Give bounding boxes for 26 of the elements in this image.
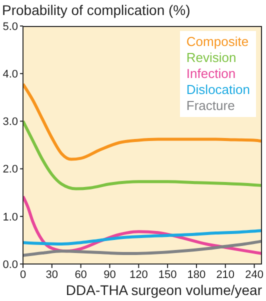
x-tick-label: 120 xyxy=(129,268,148,281)
text: Revision xyxy=(186,50,238,66)
x-axis-title: DDA-THA surgeon volume/year xyxy=(66,282,262,298)
y-tick-label: 2.0 xyxy=(2,164,18,176)
line-series xyxy=(23,82,262,161)
text: Composite xyxy=(186,34,250,50)
y-tick-label: 1.0 xyxy=(2,211,18,224)
x-tick-label: 240 xyxy=(245,268,264,281)
x-tick-label: 0 xyxy=(20,268,26,281)
line-series xyxy=(23,240,262,257)
y-tick-label: 0.0 xyxy=(2,258,18,271)
x-tick-label: 150 xyxy=(158,268,177,281)
text: Infection xyxy=(186,66,237,82)
y-tick-label: 5.0 xyxy=(2,20,18,33)
x-tick-label: 90 xyxy=(104,268,116,281)
x-tick-label: 180 xyxy=(187,268,206,281)
x-tick-label: 60 xyxy=(74,268,87,281)
text: Dislocation xyxy=(186,82,250,98)
y-tick-label: 3.0 xyxy=(2,116,18,128)
line-series xyxy=(23,120,262,190)
y-axis-title: Probability of complication (%) xyxy=(2,2,190,18)
x-tick-label: 30 xyxy=(46,268,58,281)
text: Fracture xyxy=(186,98,236,114)
x-tick-label: 210 xyxy=(216,268,235,281)
line-series xyxy=(23,229,262,246)
y-tick-label: 4.0 xyxy=(2,68,18,81)
